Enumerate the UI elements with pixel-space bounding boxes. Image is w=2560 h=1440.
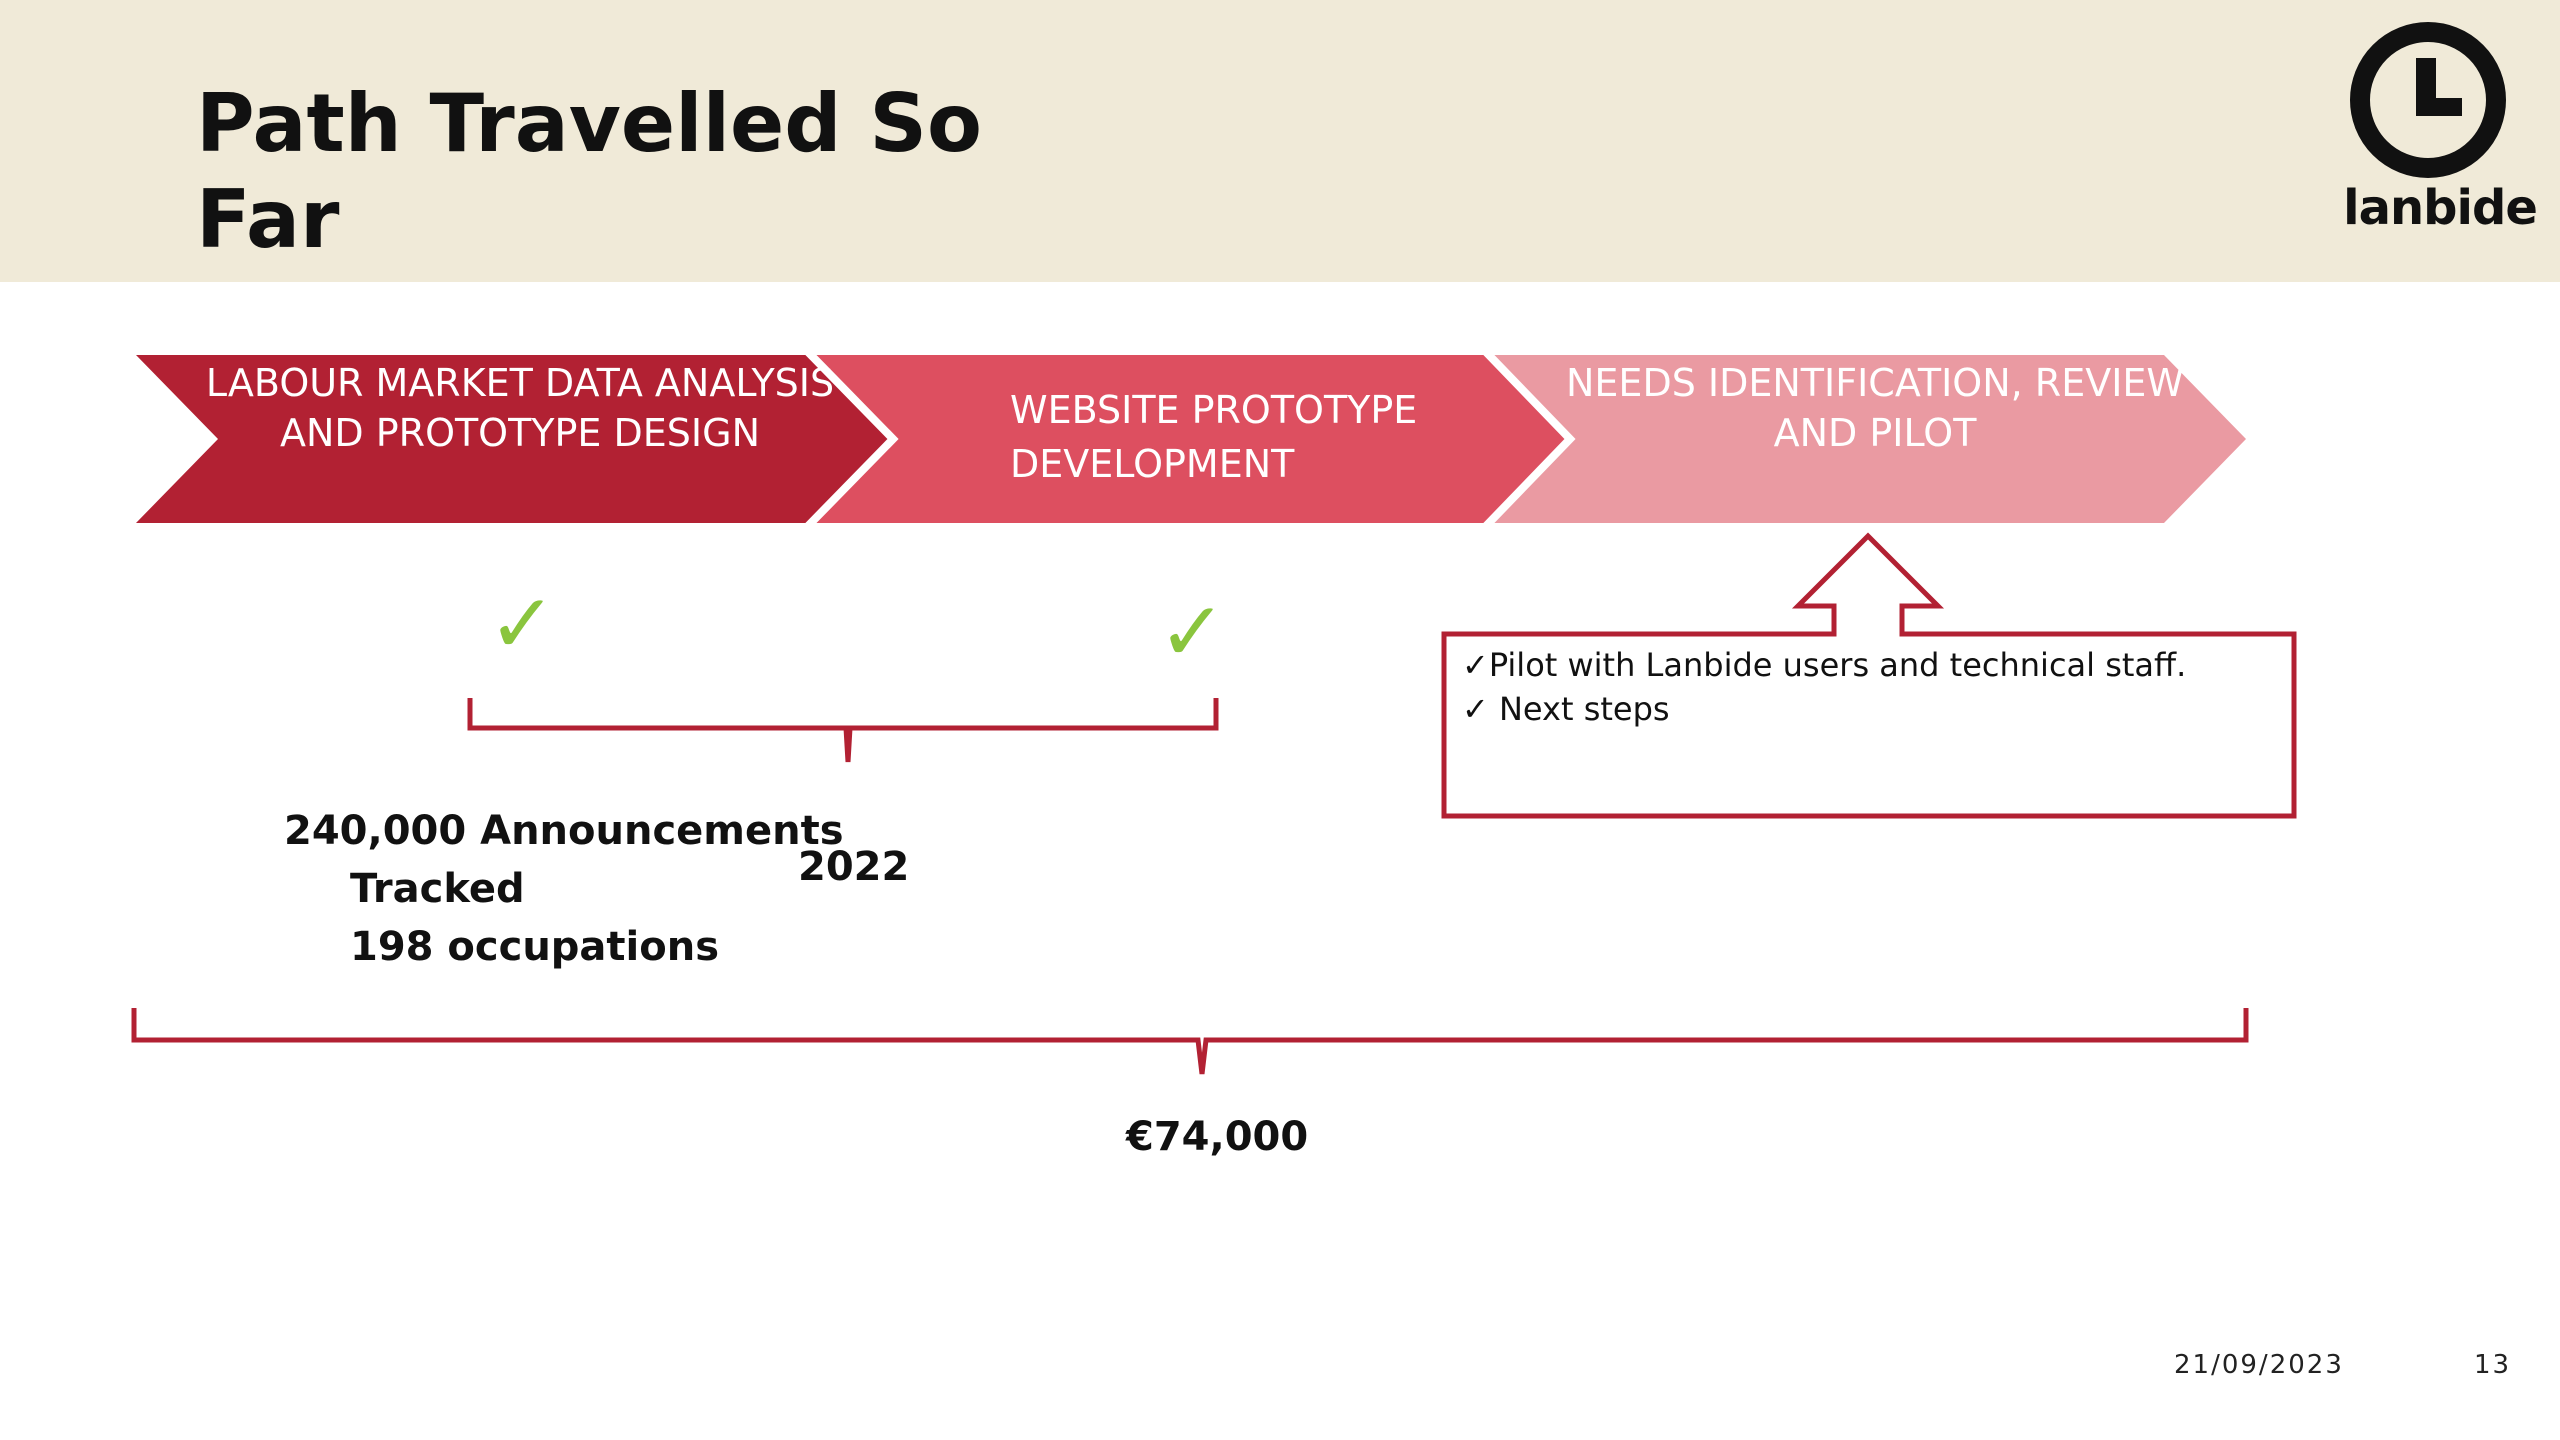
check-icon-stage-2: ✓	[1158, 585, 1227, 680]
chevron-stage-3	[1490, 355, 2246, 523]
pilot-item-1: ✓Pilot with Lanbide users and technical …	[1462, 646, 2187, 684]
pilot-item-2: ✓ Next steps	[1462, 690, 1670, 728]
stage-year: 2022	[798, 844, 910, 890]
chevron-divider-1	[805, 349, 899, 529]
logo-wordmark: lanbide	[2343, 180, 2538, 236]
announcements-count: 240,000 Announcements	[284, 808, 844, 854]
chevron-label-stage-3: NEEDS IDENTIFICATION, REVIEW AND PILOT	[1566, 361, 2184, 455]
total-cost: €74,000	[1126, 1114, 1309, 1160]
chevron-label-stage-2: WEBSITE PROTOTYPE DEVELOPMENT	[1010, 388, 1418, 486]
bracket-total	[131, 1008, 2249, 1075]
check-icon-stage-1: ✓	[488, 577, 557, 672]
lanbide-logo: lanbide	[2340, 18, 2540, 248]
announcements-tracked: Tracked	[350, 866, 525, 912]
chevron-stage-2	[812, 355, 1572, 523]
up-arrow-icon	[1791, 532, 1945, 637]
bracket-stages-1-2	[467, 698, 1219, 763]
chevron-stage-1	[136, 355, 896, 523]
slide-number: 13	[2474, 1350, 2512, 1380]
chevron-divider-2	[1483, 349, 1576, 529]
occupations-count: 198 occupations	[350, 924, 720, 970]
slide-date: 21/09/2023	[2174, 1350, 2344, 1380]
slide-title: Path Travelled So Far	[196, 77, 982, 266]
clock-icon	[2350, 22, 2506, 178]
chevron-label-stage-1: LABOUR MARKET DATA ANALYSIS AND PROTOTYP…	[205, 361, 835, 455]
slide-header: Path Travelled So Far lanbide	[0, 0, 2560, 282]
